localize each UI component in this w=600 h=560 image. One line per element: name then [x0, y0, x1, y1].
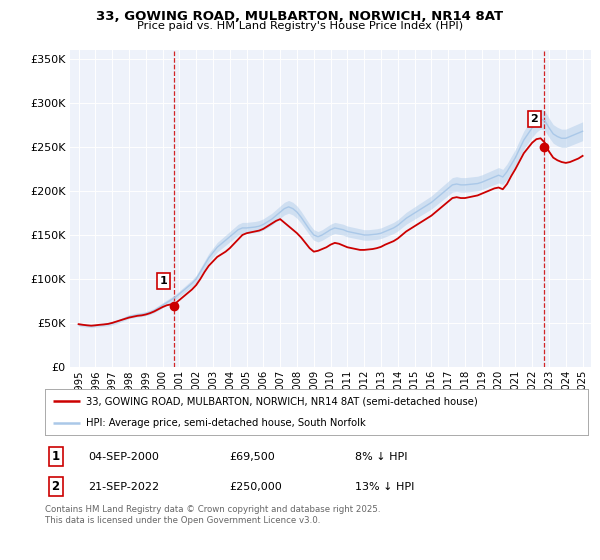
Text: Contains HM Land Registry data © Crown copyright and database right 2025.
This d: Contains HM Land Registry data © Crown c… — [45, 505, 380, 525]
Text: 8% ↓ HPI: 8% ↓ HPI — [355, 451, 407, 461]
Text: 13% ↓ HPI: 13% ↓ HPI — [355, 482, 414, 492]
Text: 33, GOWING ROAD, MULBARTON, NORWICH, NR14 8AT (semi-detached house): 33, GOWING ROAD, MULBARTON, NORWICH, NR1… — [86, 396, 478, 406]
Text: 33, GOWING ROAD, MULBARTON, NORWICH, NR14 8AT: 33, GOWING ROAD, MULBARTON, NORWICH, NR1… — [97, 10, 503, 23]
Text: 1: 1 — [52, 450, 59, 463]
Text: 1: 1 — [160, 276, 167, 286]
Text: 2: 2 — [530, 114, 538, 124]
Text: £250,000: £250,000 — [230, 482, 283, 492]
Text: £69,500: £69,500 — [230, 451, 275, 461]
Text: HPI: Average price, semi-detached house, South Norfolk: HPI: Average price, semi-detached house,… — [86, 418, 365, 428]
Text: 04-SEP-2000: 04-SEP-2000 — [88, 451, 160, 461]
Text: 21-SEP-2022: 21-SEP-2022 — [88, 482, 160, 492]
Text: Price paid vs. HM Land Registry's House Price Index (HPI): Price paid vs. HM Land Registry's House … — [137, 21, 463, 31]
Text: 2: 2 — [52, 480, 59, 493]
